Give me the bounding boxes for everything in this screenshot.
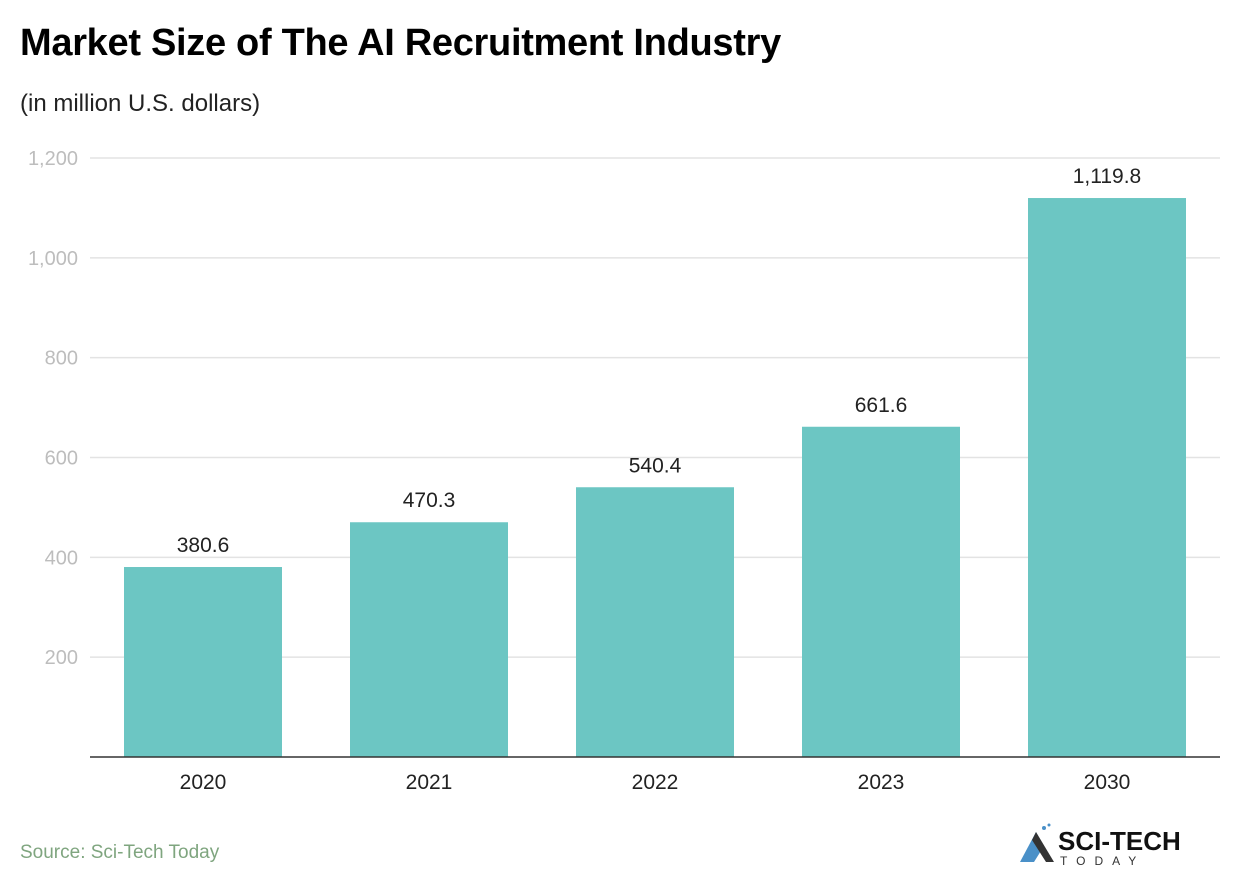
y-tick-label: 400 (45, 547, 78, 569)
bar-2020 (124, 567, 282, 757)
y-tick-label: 800 (45, 348, 78, 370)
data-label: 470.3 (403, 489, 456, 512)
y-tick-label: 1,000 (28, 248, 78, 270)
bar-2030 (1028, 198, 1186, 757)
x-tick-label: 2022 (632, 771, 679, 794)
y-tick-label: 1,200 (28, 148, 78, 170)
chart-title: Market Size of The AI Recruitment Indust… (20, 22, 781, 64)
bar-2021 (350, 522, 508, 757)
data-label: 380.6 (177, 534, 230, 557)
sci-tech-logo: SCI-TECH TODAY (1020, 823, 1181, 868)
x-tick-label: 2030 (1084, 771, 1131, 794)
x-tick-label: 2020 (180, 771, 227, 794)
logo-mark-icon (1020, 823, 1054, 862)
logo-subtext: TODAY (1060, 854, 1145, 868)
y-tick-label: 600 (45, 448, 78, 470)
x-tick-label: 2023 (858, 771, 905, 794)
x-tick-label: 2021 (406, 771, 453, 794)
y-tick-label: 200 (45, 647, 78, 669)
data-label: 540.4 (629, 454, 682, 477)
chart-subtitle: (in million U.S. dollars) (20, 90, 261, 117)
bar-2022 (576, 487, 734, 757)
logo-text: SCI-TECH (1058, 826, 1181, 856)
data-label: 1,119.8 (1073, 165, 1142, 188)
source-note: Source: Sci-Tech Today (20, 842, 220, 863)
bar-2023 (802, 426, 960, 757)
data-label: 661.6 (855, 394, 908, 417)
